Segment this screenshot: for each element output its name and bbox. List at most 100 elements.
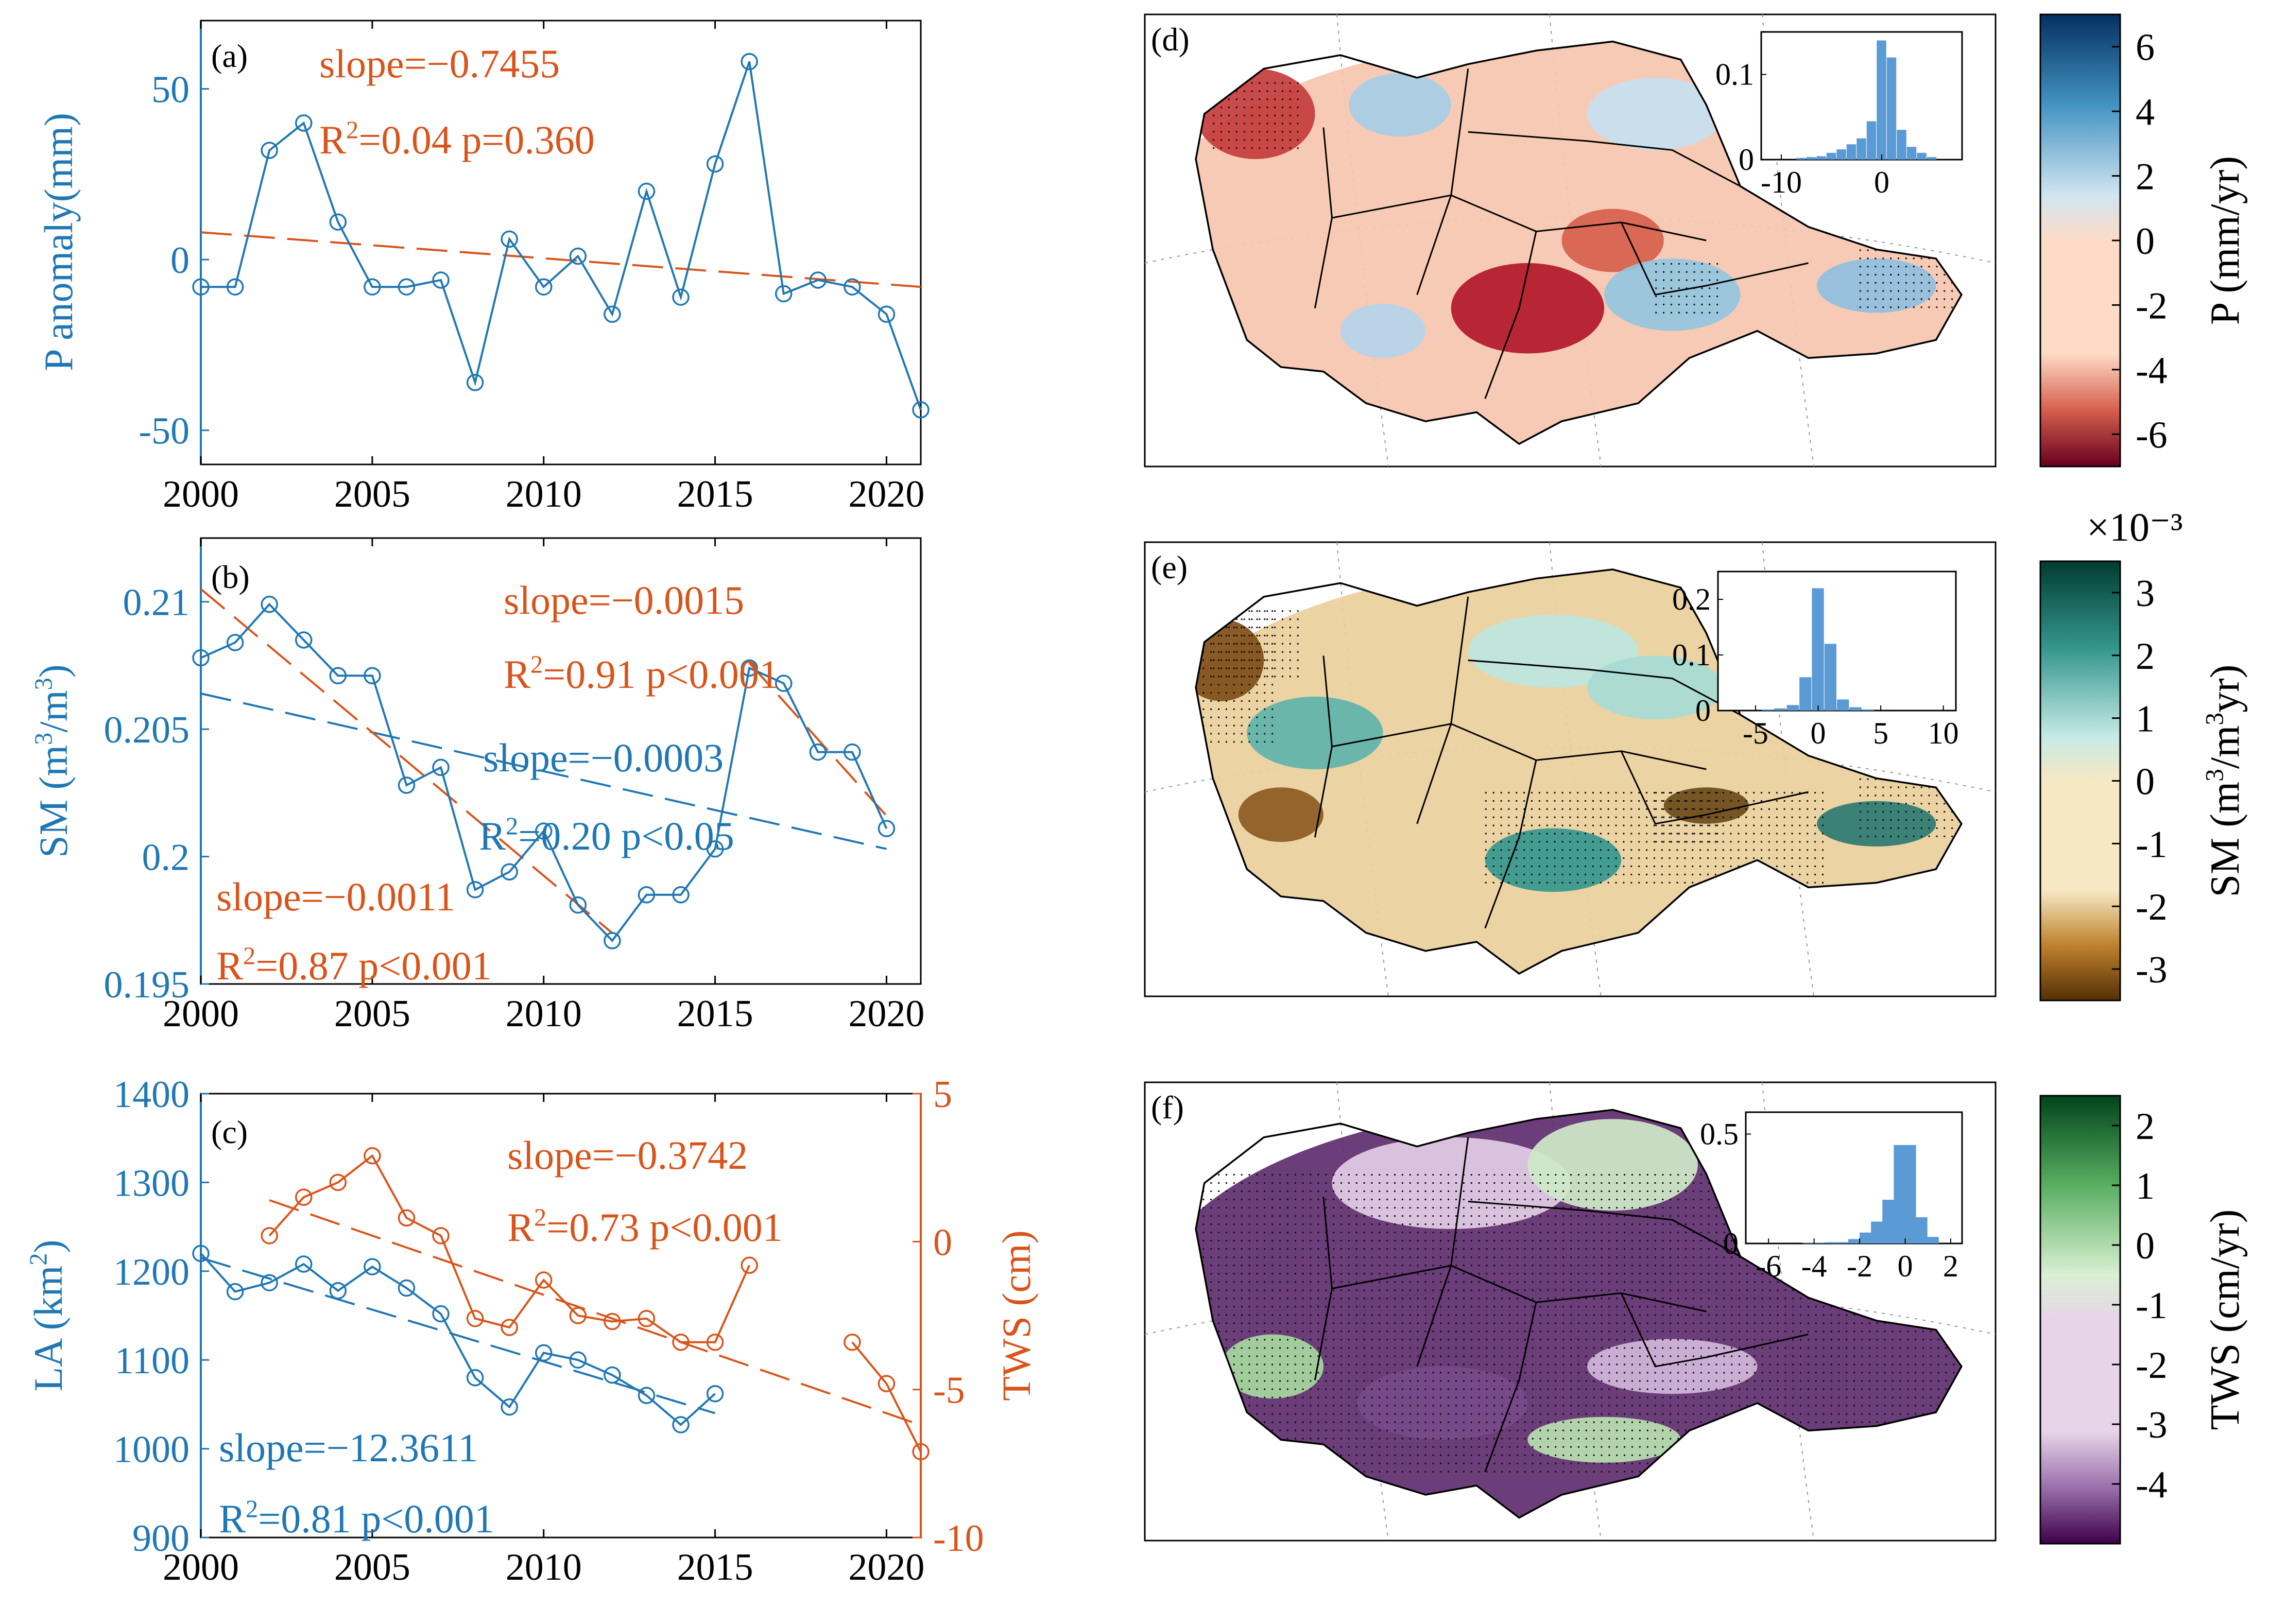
significance-dot (1248, 1363, 1250, 1366)
significance-dot (1386, 1248, 1388, 1250)
colorbar-tick-label: -4 (2136, 350, 2168, 392)
significance-dot (1251, 90, 1253, 92)
significance-dot (1663, 808, 1665, 810)
significance-dot (1294, 1429, 1296, 1431)
significance-dot (1243, 123, 1245, 125)
significance-dot (1424, 1182, 1426, 1184)
significance-dot (1555, 1347, 1557, 1349)
significance-dot (1333, 1339, 1335, 1341)
significance-dot (1936, 811, 1938, 813)
significance-dot (1463, 1405, 1465, 1407)
significance-dot (1470, 1207, 1472, 1209)
significance-dot (1562, 1207, 1565, 1209)
significance-dot (1225, 724, 1227, 727)
significance-dot (1516, 873, 1518, 875)
significance-dot (1708, 1190, 1710, 1193)
significance-dot (1486, 1190, 1488, 1193)
significance-dot (1715, 1256, 1717, 1258)
significance-dot (1823, 1306, 1825, 1308)
significance-dot (1539, 1314, 1541, 1316)
significance-dot (1615, 800, 1617, 802)
significance-dot (1241, 1372, 1243, 1374)
significance-dot (1662, 1405, 1664, 1407)
significance-dot (1761, 808, 1763, 810)
histogram-bar (1796, 158, 1806, 160)
significance-dot (1363, 1248, 1365, 1250)
significance-dot (1279, 1413, 1281, 1415)
significance-dot (1539, 1380, 1541, 1382)
significance-dot (1310, 1174, 1312, 1176)
significance-dot (1455, 1240, 1457, 1242)
significance-dot (1547, 1289, 1549, 1291)
significance-dot (1928, 819, 1930, 821)
significance-dot (1570, 1363, 1572, 1366)
data-point (364, 667, 381, 684)
significance-dot (1670, 1355, 1672, 1357)
significance-dot (1585, 1265, 1587, 1267)
significance-dot (1800, 1396, 1802, 1398)
significance-dot (1701, 271, 1703, 273)
significance-dot (1241, 1331, 1243, 1333)
significance-dot (1663, 800, 1665, 802)
significance-dot (1555, 1256, 1557, 1258)
significance-dot (1562, 1331, 1565, 1333)
significance-dot (1297, 667, 1299, 669)
significance-dot (1678, 279, 1680, 281)
significance-dot (1302, 1380, 1304, 1382)
significance-dot (1646, 1421, 1648, 1423)
annotation-text: slope=−0.0003 (483, 735, 724, 780)
significance-dot (1500, 857, 1502, 859)
significance-dot (1424, 1331, 1426, 1333)
significance-dot (1440, 1174, 1442, 1176)
significance-dot (1670, 824, 1672, 826)
significance-dot (1256, 1331, 1258, 1333)
significance-dot (1508, 824, 1510, 826)
significance-dot (1830, 1314, 1832, 1316)
significance-dot (1523, 824, 1525, 826)
significance-dot (1861, 1339, 1863, 1341)
significance-dot (1256, 1355, 1258, 1357)
significance-dot (1218, 1281, 1220, 1283)
significance-dot (1225, 659, 1227, 661)
significance-dot (1615, 816, 1617, 818)
significance-dot (1325, 1232, 1327, 1234)
significance-dot (1233, 1339, 1235, 1341)
significance-dot (1546, 808, 1548, 810)
significance-dot (1248, 618, 1250, 620)
significance-dot (1714, 800, 1716, 802)
significance-dot (1715, 1355, 1717, 1357)
significance-dot (1508, 816, 1510, 818)
significance-dot (1294, 1207, 1296, 1209)
significance-dot (1928, 786, 1930, 788)
significance-dot (1814, 800, 1816, 802)
significance-dot (1570, 1314, 1572, 1316)
significance-dot (1555, 1174, 1557, 1176)
significance-dot (1539, 1240, 1541, 1242)
significance-dot (1532, 1363, 1534, 1366)
significance-dot (1676, 792, 1678, 794)
significance-dot (1593, 1207, 1595, 1209)
axes-box (200, 20, 922, 465)
significance-dot (1607, 833, 1609, 835)
significance-dot (1333, 1380, 1335, 1382)
significance-dot (1264, 1388, 1266, 1390)
significance-dot (1302, 1388, 1304, 1390)
significance-dot (1274, 627, 1276, 629)
data-point (638, 1309, 656, 1327)
significance-dot (1241, 692, 1243, 694)
significance-dot (1799, 857, 1801, 859)
significance-dot (1577, 882, 1579, 884)
significance-dot (1508, 833, 1510, 835)
significance-dot (1401, 1363, 1403, 1366)
significance-dot (1317, 1322, 1319, 1324)
significance-dot (1693, 833, 1695, 835)
significance-dot (1953, 1363, 1955, 1366)
significance-dot (1593, 1396, 1595, 1398)
significance-dot (1286, 1372, 1288, 1374)
significance-dot (1379, 1405, 1381, 1407)
significance-dot (1867, 803, 1869, 805)
significance-dot (1210, 1223, 1212, 1225)
significance-dot (1670, 1438, 1672, 1440)
significance-dot (1746, 1380, 1748, 1382)
significance-dot (1555, 1331, 1557, 1333)
